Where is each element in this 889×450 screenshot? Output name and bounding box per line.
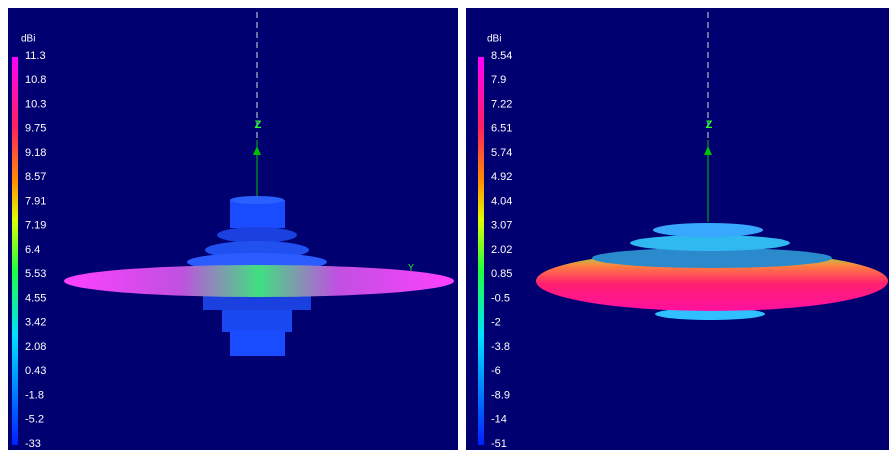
lobe <box>653 223 763 237</box>
scale-label: 9.18 <box>25 147 46 159</box>
scale-label: -2 <box>491 317 501 329</box>
scale-label: -0.5 <box>491 292 510 304</box>
scale-label: 5.74 <box>491 147 512 159</box>
axis-label: Z <box>706 119 713 131</box>
scale-label: 3.07 <box>491 220 512 232</box>
scale-label: -6 <box>491 365 501 377</box>
scale-label: -1.8 <box>25 389 44 401</box>
scale-label: -14 <box>491 414 507 426</box>
scale-label: 6.51 <box>491 123 512 135</box>
lobe <box>630 235 790 251</box>
scale-label: 8.57 <box>25 171 46 183</box>
scale-label: 4.92 <box>491 171 512 183</box>
scale-label: 9.75 <box>25 123 46 135</box>
scale-label: -3.8 <box>491 341 510 353</box>
scale-label: 4.55 <box>25 292 46 304</box>
unit-label: dBi <box>21 34 35 45</box>
lobe <box>592 248 832 268</box>
scale-label: 10.3 <box>25 98 46 110</box>
scale-label: 6.4 <box>25 244 40 256</box>
axis-label: Z <box>255 119 262 131</box>
color-bar <box>12 57 18 445</box>
lobe <box>222 310 292 332</box>
scale-label: 4.04 <box>491 195 512 207</box>
scale-label: 7.91 <box>25 195 46 207</box>
scale-label: 3.42 <box>25 317 46 329</box>
color-bar <box>478 57 484 445</box>
scale-label: -33 <box>25 438 41 450</box>
scale-label: -51 <box>491 438 507 450</box>
scale-label: -8.9 <box>491 389 510 401</box>
unit-label: dBi <box>487 34 501 45</box>
scale-label: 2.02 <box>491 244 512 256</box>
lobe <box>217 227 297 243</box>
main-lobe <box>64 265 454 297</box>
scale-label: 0.85 <box>491 268 512 280</box>
scale-label: 0.43 <box>25 365 46 377</box>
scale-label: 5.53 <box>25 268 46 280</box>
scale-label: 7.22 <box>491 98 512 110</box>
pattern-viewer: Z Y Z dBi 11.3 10.8 10.3 9.75 9.18 8.57 7.91 7.1… <box>0 0 889 450</box>
scale-label: 11.3 <box>25 50 46 62</box>
lobe <box>230 200 285 228</box>
scale-label: 8.54 <box>491 50 512 62</box>
scale-label: -5.2 <box>25 414 44 426</box>
scale-label: 2.08 <box>25 341 46 353</box>
scale-label: 7.9 <box>491 74 506 86</box>
lobe <box>230 330 285 356</box>
lobe <box>230 196 284 204</box>
scale-label: 10.8 <box>25 74 46 86</box>
scale-label: 7.19 <box>25 220 46 232</box>
axis-label: Y <box>408 262 414 272</box>
